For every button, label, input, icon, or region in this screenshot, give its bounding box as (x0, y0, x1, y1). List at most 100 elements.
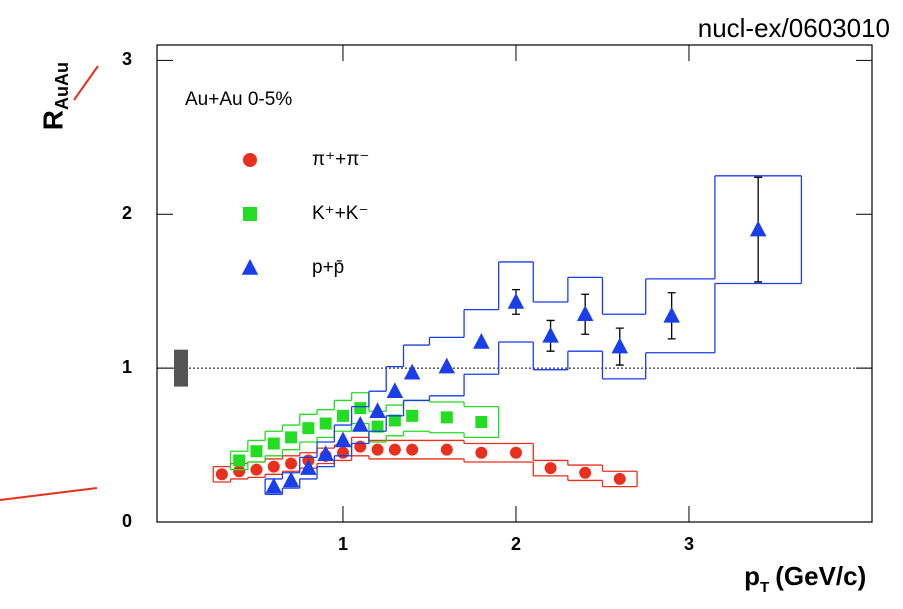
sys-band (213, 465, 231, 483)
marker (507, 292, 525, 309)
marker (371, 443, 384, 456)
legend-marker (241, 259, 259, 275)
sys-band (567, 464, 603, 482)
sys-band (386, 439, 404, 460)
legend-label: K⁺+K⁻ (312, 203, 369, 224)
marker (267, 460, 280, 473)
marker (473, 332, 490, 349)
y-tick-label: 3 (122, 49, 132, 69)
marker (544, 462, 557, 475)
sys-band (230, 450, 248, 471)
marker (233, 465, 246, 478)
sys-band (265, 430, 283, 457)
marker (440, 411, 453, 424)
norm-uncertainty (174, 349, 188, 387)
legend-marker (243, 207, 257, 221)
sys-band (464, 442, 499, 463)
y-axis-label: R AuAu (37, 62, 71, 130)
sys-band (602, 470, 638, 488)
x-label-main: p (744, 561, 760, 591)
marker (613, 472, 626, 485)
sys-band (265, 458, 283, 475)
marker (267, 437, 280, 450)
x-label-unit: (GeV/c) (768, 561, 866, 591)
x-tick-label: 2 (511, 534, 521, 554)
sys-band (714, 175, 802, 285)
decor-line (0, 487, 98, 501)
marker (475, 446, 488, 459)
marker (282, 471, 300, 488)
marker (336, 409, 349, 422)
marker (250, 463, 263, 476)
plot-frame (156, 44, 873, 523)
marker (285, 431, 298, 444)
sys-band (429, 439, 465, 460)
marker (285, 457, 298, 470)
marker (352, 416, 369, 432)
marker (542, 326, 559, 343)
x-label-sub: T (760, 579, 769, 596)
sys-band (403, 439, 430, 460)
sys-band (334, 424, 352, 457)
marker (233, 454, 246, 467)
marker (388, 414, 401, 427)
decor-line (73, 65, 99, 101)
marker (611, 337, 629, 354)
sys-band (299, 413, 318, 443)
legend-label: p+p̄ (312, 257, 344, 278)
marker (388, 443, 401, 456)
marker (371, 420, 384, 433)
marker (406, 443, 419, 456)
sys-band (498, 442, 534, 463)
marker (336, 446, 349, 459)
marker (354, 402, 367, 415)
marker (334, 431, 352, 448)
marker (250, 445, 263, 458)
x-tick-label: 3 (684, 534, 694, 554)
marker (440, 443, 453, 456)
legend-marker (243, 153, 257, 167)
sys-band (464, 405, 499, 439)
y-label-sub: AuAu (52, 62, 72, 110)
sys-band (429, 336, 465, 397)
marker (369, 402, 386, 418)
legend-label: π⁺+π⁻ (312, 149, 369, 170)
y-tick-label: 1 (122, 357, 132, 377)
sys-band (334, 399, 352, 432)
sys-band (498, 261, 534, 343)
marker (265, 477, 283, 494)
marker (386, 382, 404, 398)
sys-band (368, 390, 387, 432)
sys-band (299, 456, 318, 480)
marker (406, 409, 419, 422)
sys-band (368, 439, 387, 460)
marker (317, 445, 334, 462)
marker (749, 220, 767, 237)
sys-band (317, 441, 335, 468)
marker (509, 446, 522, 459)
sys-band (533, 459, 568, 477)
y-tick-label: 0 (122, 511, 132, 531)
legend-title: Au+Au 0-5% (185, 89, 292, 110)
marker (354, 440, 367, 453)
marker (215, 468, 228, 481)
annotation: nucl-ex/0603010 (698, 13, 890, 43)
marker (663, 306, 680, 323)
marker (438, 357, 456, 374)
sys-band (386, 404, 404, 437)
sys-band (533, 301, 568, 371)
sys-band (645, 278, 715, 354)
sys-band (429, 401, 465, 434)
sys-band (351, 436, 369, 457)
marker (403, 363, 421, 380)
sys-band (602, 313, 646, 380)
sys-band (567, 276, 603, 352)
x-tick-label: 1 (338, 534, 348, 554)
marker (319, 417, 332, 430)
sys-band (282, 455, 300, 472)
y-label-main: R (37, 110, 68, 130)
marker (576, 305, 594, 322)
marker (579, 466, 592, 479)
marker (302, 422, 315, 435)
